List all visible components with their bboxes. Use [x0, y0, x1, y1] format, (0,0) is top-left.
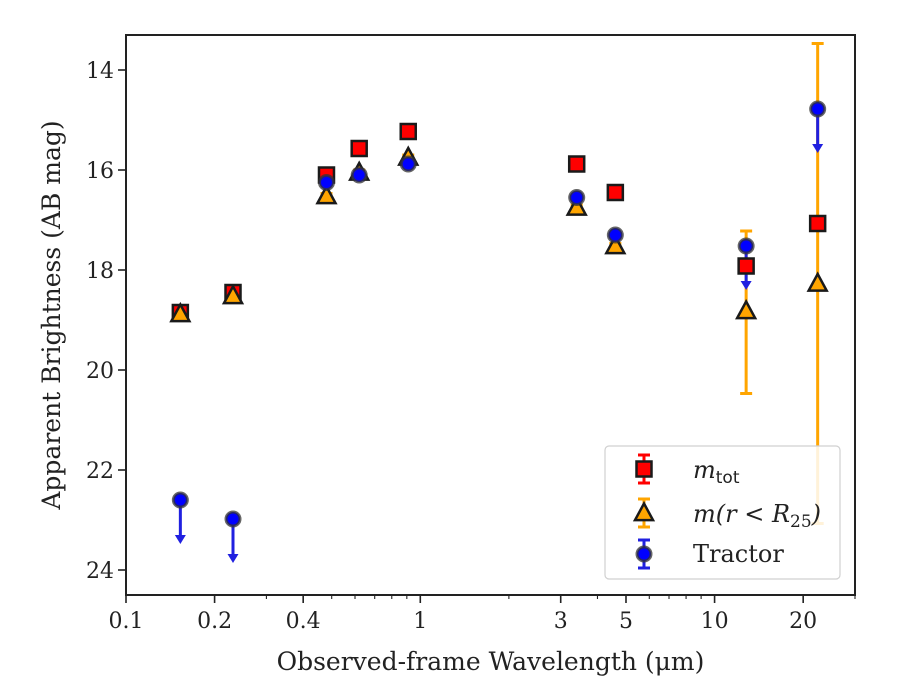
x-tick-label: 3 — [554, 609, 568, 634]
data-point-triangle — [735, 298, 758, 320]
data-point-triangle — [169, 301, 192, 323]
data-point-circle — [399, 155, 417, 173]
data-point-triangle — [221, 283, 245, 305]
data-point-circle — [317, 174, 335, 191]
data-point-square — [737, 257, 755, 275]
legend-label-mtot: mtot — [693, 456, 740, 488]
data-point-square — [399, 122, 417, 141]
markers-square — [171, 122, 827, 322]
data-point-circle — [568, 189, 586, 206]
x-tick-label: 0.4 — [286, 609, 321, 634]
series-square — [174, 127, 824, 317]
legend-marker-square — [635, 460, 653, 478]
legend: mtot m(r < R25) Tractor — [604, 445, 841, 580]
data-point-circle — [224, 510, 242, 528]
x-tick-label: 0.2 — [197, 609, 232, 634]
data-point-circle — [606, 226, 624, 244]
legend-label-mr25: m(r < R25) — [693, 500, 821, 532]
upper-limit-arrowhead — [174, 535, 186, 544]
upper-limit-arrowhead — [227, 554, 239, 563]
markers-circle — [171, 100, 827, 528]
data-point-square — [567, 155, 586, 173]
x-tick-label: 20 — [789, 609, 817, 634]
markers-triangle — [169, 145, 829, 323]
x-tick-label: 10 — [701, 609, 729, 634]
data-point-square — [808, 214, 827, 233]
upper-limit-arrowhead — [740, 281, 752, 290]
x-tick-label: 5 — [619, 609, 633, 634]
legend-label-tractor: Tractor — [693, 540, 784, 568]
axes-layer: 0.1 0.2 0.4 1 3 5 10 20 14 16 18 20 22 24 — [86, 59, 856, 634]
data-point-triangle — [604, 233, 627, 255]
legend-markers — [632, 453, 656, 570]
y-tick-label: 14 — [86, 59, 114, 84]
data-point-circle — [737, 237, 755, 255]
plot-frame — [125, 34, 856, 596]
data-point-triangle — [565, 195, 588, 216]
legend-marker-triangle — [632, 500, 656, 522]
data-point-triangle — [315, 183, 338, 205]
y-tick-label: 24 — [86, 559, 114, 584]
upper-limit-arrowhead — [812, 144, 824, 153]
x-tick-label: 0.1 — [109, 609, 144, 634]
y-axis-label: Apparent Brightness (AB mag) — [37, 120, 66, 510]
data-point-circle — [350, 166, 368, 184]
y-tick-label: 20 — [86, 359, 114, 384]
x-tick-label: 1 — [413, 609, 427, 634]
y-tick-label: 18 — [86, 259, 114, 284]
legend-box — [604, 445, 841, 580]
y-tick-label: 22 — [86, 459, 114, 484]
legend-marker-circle — [635, 545, 653, 563]
data-point-square — [606, 183, 625, 202]
data-layer — [169, 42, 829, 563]
data-point-triangle — [806, 271, 829, 292]
x-axis-label: Observed-frame Wavelength (μm) — [277, 647, 705, 676]
data-point-square — [350, 139, 368, 158]
data-point-circle — [809, 100, 827, 118]
y-tick-label: 16 — [86, 159, 114, 184]
data-point-circle — [171, 491, 189, 509]
